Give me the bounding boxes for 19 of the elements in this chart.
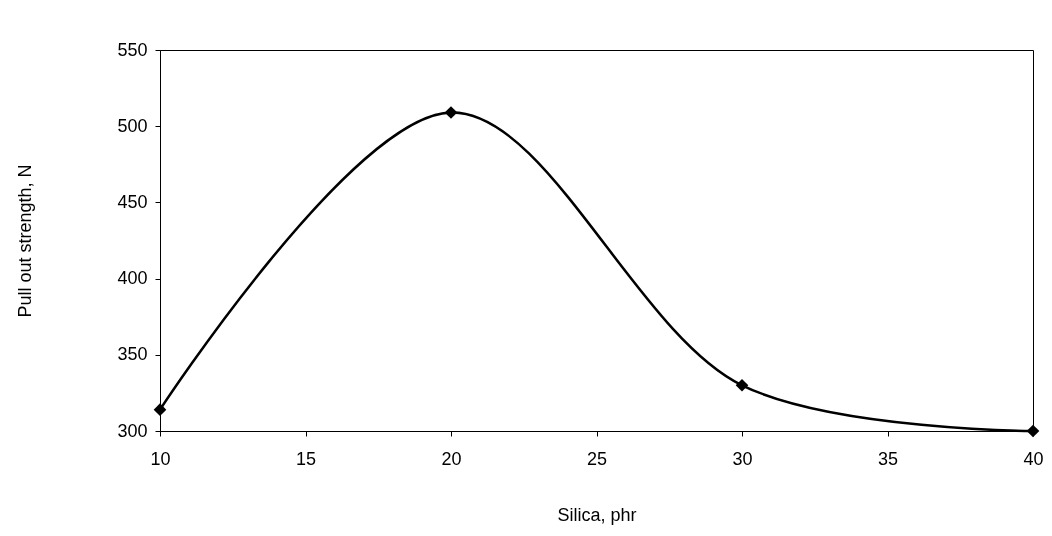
point	[444, 106, 458, 119]
x-tick-label: 40	[1023, 448, 1044, 469]
y-tick-label: 300	[117, 420, 148, 441]
y-tick-label: 350	[117, 344, 148, 365]
x-tick-label: 20	[441, 448, 462, 469]
x-tick-label: 10	[150, 448, 171, 469]
point	[735, 378, 749, 392]
y-tick-label: 500	[117, 115, 148, 136]
x-tick-label: 30	[732, 448, 753, 469]
x-tick-label: 15	[295, 448, 317, 469]
y-tick-label: 400	[117, 268, 148, 289]
y-tick-label: 450	[117, 191, 148, 212]
y-axis-title: Pull out strength, N	[15, 164, 36, 318]
y-tick-label: 550	[117, 39, 148, 60]
x-tick-label: 25	[586, 448, 608, 469]
x-tick-label: 35	[877, 448, 899, 469]
point	[1026, 424, 1040, 438]
x-axis-title: Silica, phr	[557, 504, 637, 525]
point	[153, 403, 167, 416]
